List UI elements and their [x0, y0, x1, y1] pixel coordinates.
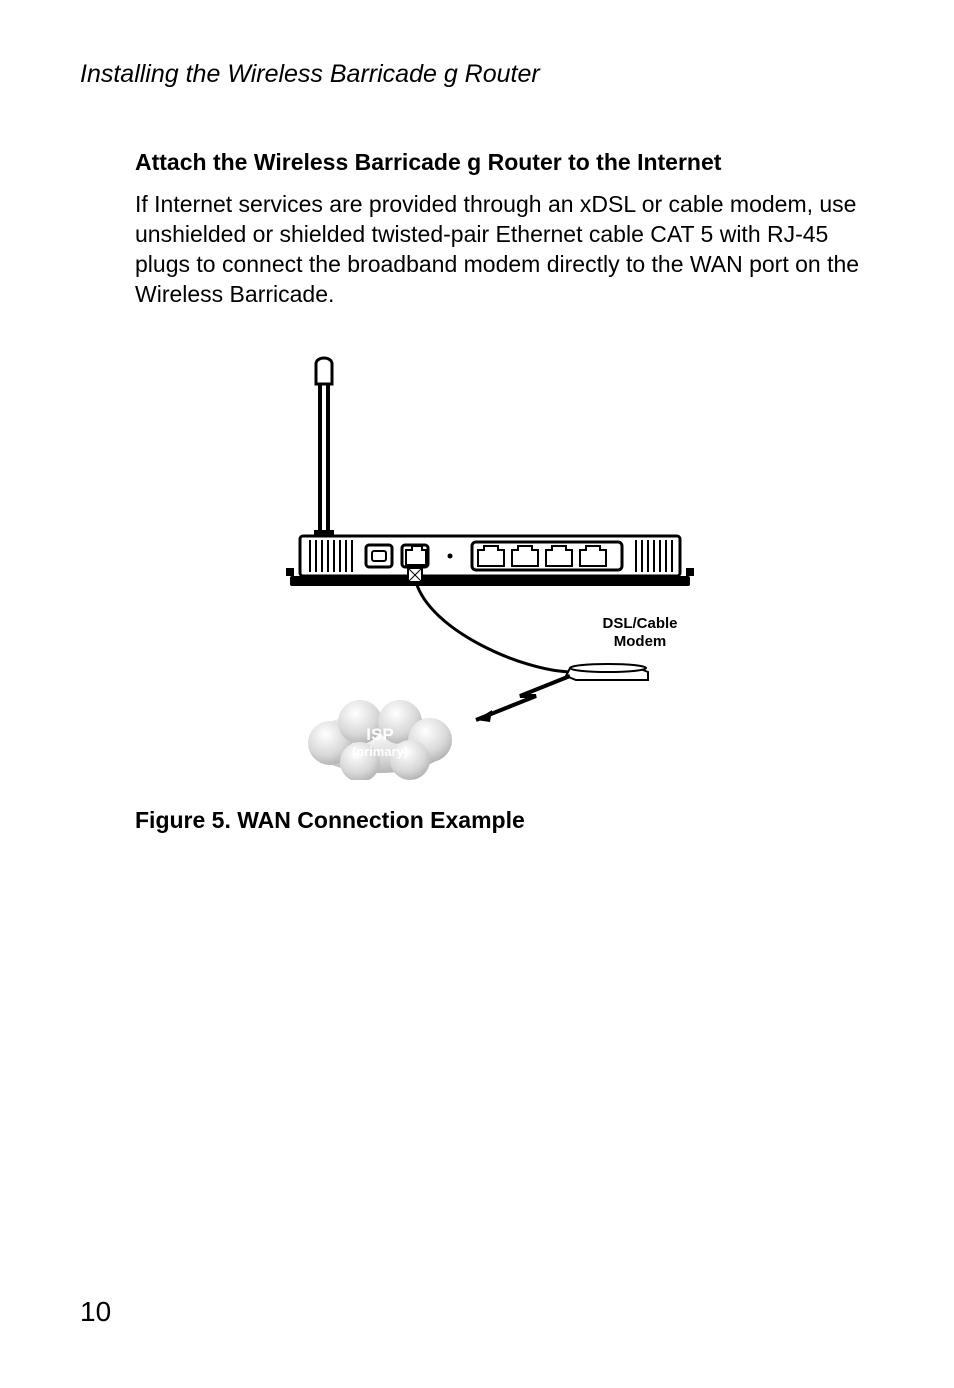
figure-container: DSL/Cable Modem	[80, 350, 879, 785]
figure-caption: Figure 5. WAN Connection Example	[135, 807, 879, 834]
link-bolt-icon	[476, 676, 570, 722]
wan-connection-diagram: DSL/Cable Modem	[220, 350, 740, 780]
modem-icon	[566, 664, 648, 680]
modem-label-line1: DSL/Cable	[602, 615, 677, 632]
running-head: Installing the Wireless Barricade g Rout…	[80, 60, 879, 89]
router-icon	[286, 536, 694, 586]
isp-label-line1: ISP	[366, 725, 393, 744]
isp-label-line2: (primary)	[351, 744, 407, 759]
modem-label-line2: Modem	[613, 633, 666, 650]
body-paragraph: If Internet services are provided throug…	[135, 190, 874, 310]
section-heading: Attach the Wireless Barricade g Router t…	[135, 149, 879, 176]
manual-page: Installing the Wireless Barricade g Rout…	[0, 0, 954, 1388]
antenna-icon	[312, 358, 336, 546]
page-number: 10	[80, 1296, 111, 1328]
